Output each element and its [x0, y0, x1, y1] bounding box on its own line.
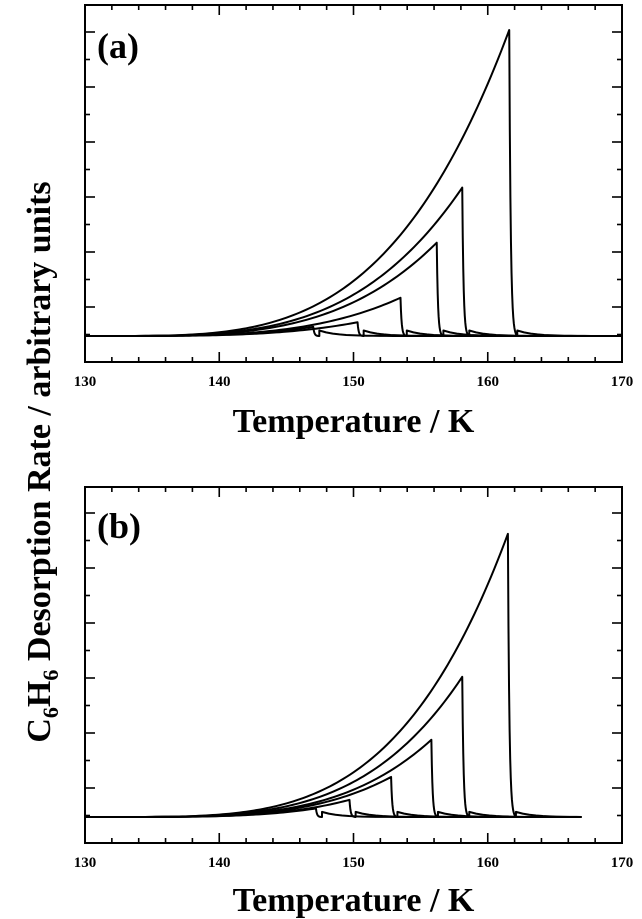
- curves-a: [85, 29, 623, 337]
- desorption-curve: [85, 186, 622, 337]
- desorption-curve: [85, 675, 582, 818]
- desorption-curve: [85, 738, 549, 818]
- ticks-b: [84, 487, 623, 844]
- desorption-curve: [85, 532, 582, 818]
- x-tick-label: 130: [74, 855, 97, 871]
- y-axis-label: C6H6 Desorption Rate / arbitrary units: [21, 181, 63, 742]
- x-tick-label: 170: [611, 855, 634, 871]
- panel-b: 130 140 150 160 170 (b) Temperature / K: [74, 486, 634, 919]
- x-tick-label: 150: [342, 855, 365, 871]
- x-axis-title-b: Temperature / K: [233, 882, 475, 919]
- curves-b: [85, 532, 582, 818]
- x-tick-label: 170: [611, 374, 634, 390]
- ticks-a: [84, 5, 623, 363]
- tick-labels-a: 130 140 150 160 170: [74, 374, 634, 390]
- x-tick-label: 160: [477, 374, 500, 390]
- x-axis-title-a: Temperature / K: [233, 403, 475, 440]
- panel-a: 130 140 150 160 170 (a) Temperature / K: [74, 4, 634, 440]
- plot-frame-a: [84, 4, 623, 363]
- x-tick-label: 160: [477, 855, 500, 871]
- x-tick-label: 150: [342, 374, 365, 390]
- tick-labels-b: 130 140 150 160 170: [74, 855, 634, 871]
- x-tick-label: 140: [208, 374, 231, 390]
- panel-label-a: (a): [97, 26, 139, 66]
- desorption-curve: [85, 29, 623, 337]
- desorption-curve: [85, 296, 623, 337]
- panel-label-b: (b): [97, 506, 141, 546]
- x-tick-label: 130: [74, 374, 97, 390]
- x-tick-label: 140: [208, 855, 231, 871]
